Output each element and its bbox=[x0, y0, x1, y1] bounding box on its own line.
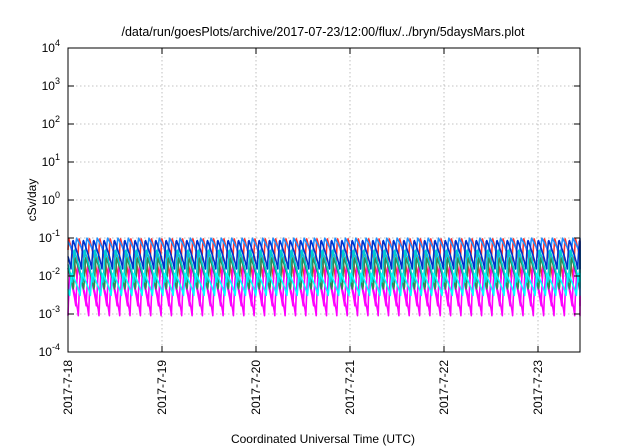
y-tick-label: 10-4 bbox=[39, 342, 60, 359]
y-tick-label: 10-2 bbox=[39, 266, 60, 283]
x-tick-label: 2017-7-20 bbox=[249, 360, 263, 415]
y-tick-label: 103 bbox=[42, 76, 60, 93]
x-tick-label: 2017-7-22 bbox=[437, 360, 451, 415]
series-line bbox=[67, 239, 581, 270]
chart-title: /data/run/goesPlots/archive/2017-07-23/1… bbox=[121, 25, 525, 39]
x-tick-label: 2017-7-18 bbox=[61, 360, 75, 415]
x-tick-label: 2017-7-23 bbox=[531, 360, 545, 415]
x-tick-label: 2017-7-21 bbox=[343, 360, 357, 415]
x-axis-label: Coordinated Universal Time (UTC) bbox=[231, 432, 415, 446]
series-line bbox=[67, 249, 581, 283]
y-tick-label: 100 bbox=[42, 190, 60, 207]
y-tick-label: 102 bbox=[42, 114, 60, 131]
x-axis: 2017-7-18 2017-7-19 2017-7-20 2017-7-21 2017… bbox=[61, 48, 545, 415]
y-tick-label: 10-1 bbox=[39, 228, 60, 245]
y-axis-label: cSv/day bbox=[25, 179, 39, 222]
y-axis: 10-4 10-3 10-2 10-1 100 101 102 103 104 bbox=[39, 38, 580, 359]
series-layer bbox=[67, 237, 581, 317]
y-tick-label: 10-3 bbox=[39, 304, 60, 321]
series-line bbox=[67, 272, 581, 297]
y-tick-label: 104 bbox=[42, 38, 60, 55]
x-tick-label: 2017-7-19 bbox=[155, 360, 169, 415]
y-tick-label: 101 bbox=[42, 152, 60, 169]
